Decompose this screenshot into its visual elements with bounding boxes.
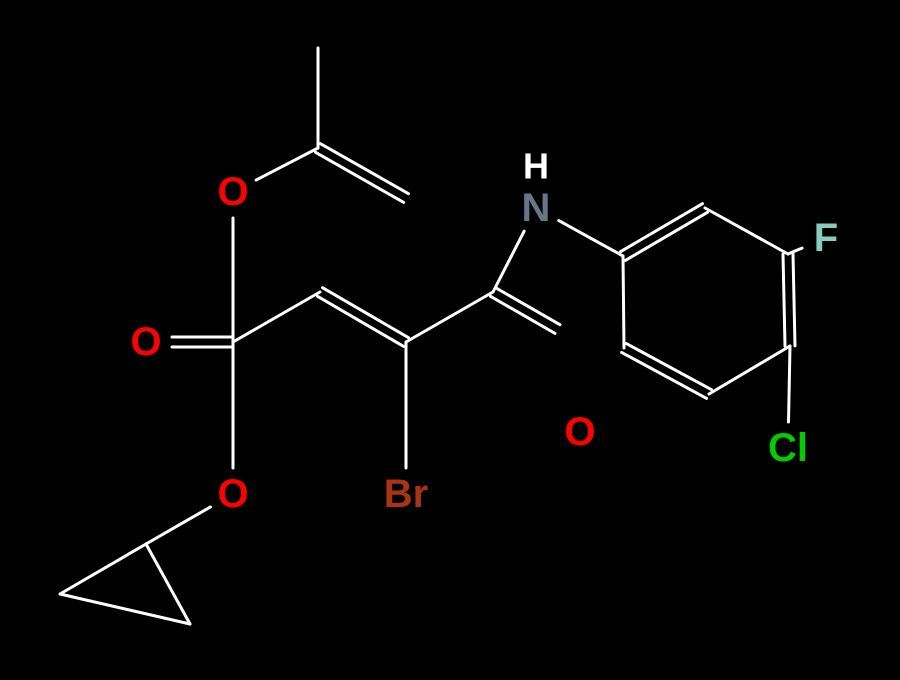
atom-Cl: Cl — [768, 426, 808, 470]
atom-O_amide: O — [564, 410, 595, 454]
atom-H: H — [523, 146, 549, 187]
atom-O_top: O — [217, 170, 248, 214]
atom-Br: Br — [384, 472, 428, 516]
molecule-diagram: O O O Br O NH Cl F — [0, 0, 900, 680]
atom-O_bot: O — [217, 472, 248, 516]
atom-F: F — [814, 216, 838, 260]
atom-N: N — [522, 186, 551, 230]
atom-O_left: O — [130, 320, 161, 364]
